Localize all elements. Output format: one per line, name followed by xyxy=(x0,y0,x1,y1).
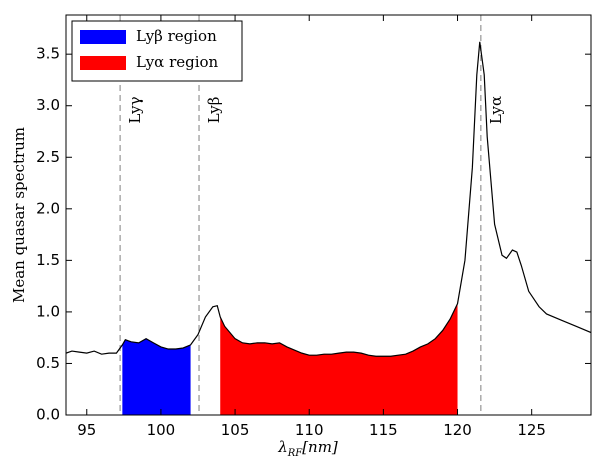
y-tick-label: 1.0 xyxy=(36,302,60,320)
legend-label: Lyβ region xyxy=(136,27,217,45)
x-tick-label: 105 xyxy=(221,421,250,439)
x-tick-label: 115 xyxy=(369,421,398,439)
x-tick-label: 125 xyxy=(517,421,546,439)
y-tick-label: 0.0 xyxy=(36,406,60,424)
x-label-sub: RF xyxy=(287,448,304,459)
reference-label: Lyβ xyxy=(205,97,223,124)
y-tick-label: 1.5 xyxy=(36,251,60,269)
reference-label: Lyα xyxy=(487,96,505,124)
y-tick-label: 2.0 xyxy=(36,199,60,217)
y-tick-label: 0.5 xyxy=(36,354,60,372)
x-axis-label: λRF[nm] xyxy=(277,438,338,459)
x-tick-label: 120 xyxy=(443,421,472,439)
reference-label: Lyγ xyxy=(126,96,144,123)
y-axis-label: Mean quasar spectrum xyxy=(10,127,28,303)
legend-swatch xyxy=(80,56,126,70)
region-fill xyxy=(220,303,458,415)
plot-frame xyxy=(65,14,592,416)
x-tick-label: 95 xyxy=(77,421,96,439)
spectrum-line xyxy=(66,41,591,357)
y-tick-label: 2.5 xyxy=(36,148,60,166)
x-label-rest: [nm] xyxy=(302,438,338,456)
legend-swatch xyxy=(80,30,126,44)
region-fill xyxy=(122,338,191,415)
x-tick-label: 110 xyxy=(295,421,324,439)
legend-label: Lyα region xyxy=(136,53,219,71)
x-tick-label: 100 xyxy=(147,421,176,439)
x-label-main: λ xyxy=(277,438,288,456)
y-tick-label: 3.0 xyxy=(36,96,60,114)
y-tick-label: 3.5 xyxy=(36,45,60,63)
